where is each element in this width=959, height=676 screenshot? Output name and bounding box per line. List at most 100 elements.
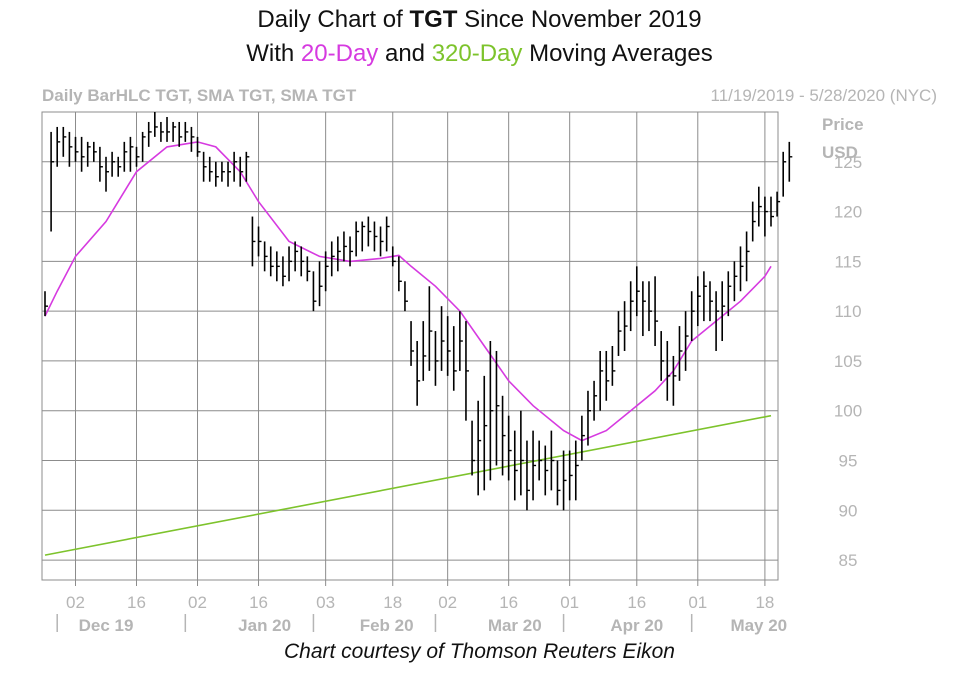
y-tick-label: 125 (834, 153, 862, 172)
price-bar (355, 221, 360, 257)
price-bar (74, 136, 79, 162)
price-bar (294, 241, 299, 272)
price-bar (477, 400, 482, 496)
price-bar (654, 276, 659, 346)
price-bar (373, 221, 378, 252)
x-tick-label: 16 (127, 593, 146, 612)
price-bar (727, 271, 732, 317)
x-tick-label: 01 (560, 593, 579, 612)
price-bar (684, 311, 689, 371)
price-bar (208, 156, 213, 182)
price-bar (80, 136, 85, 172)
price-bar (178, 121, 183, 147)
price-bar (422, 321, 427, 381)
price-bar (282, 256, 286, 287)
price-bar (160, 121, 164, 142)
price-bar (501, 395, 506, 476)
x-tick-label: 18 (383, 593, 402, 612)
ma320-line (44, 414, 772, 556)
price-bar (471, 420, 476, 476)
currency-axis-label: USD (822, 143, 858, 162)
price-bar (410, 321, 415, 366)
price-bar (733, 261, 738, 302)
price-bar (367, 216, 372, 247)
chart-credit: Chart courtesy of Thomson Reuters Eikon (283, 640, 675, 663)
price-bar (568, 450, 573, 501)
month-label: May 20 (730, 616, 787, 635)
price-bar (172, 121, 177, 142)
month-label: Jan 20 (238, 616, 291, 635)
price-bar (452, 326, 457, 391)
x-tick-label: 02 (438, 593, 457, 612)
price-bar (770, 196, 774, 227)
x-tick-label: 16 (249, 593, 268, 612)
price-bar (324, 251, 329, 292)
price-bar (251, 216, 256, 267)
price-bar (105, 156, 110, 192)
y-tick-label: 90 (839, 501, 858, 520)
price-bar (721, 281, 726, 342)
price-bar (337, 236, 341, 272)
price-bar (672, 355, 677, 406)
y-tick-label: 100 (834, 402, 862, 421)
price-bar (544, 445, 549, 496)
price-bar (154, 112, 158, 137)
price-bar (434, 331, 439, 386)
price-bar (599, 350, 604, 411)
price-bar (404, 281, 408, 312)
month-label: Apr 20 (610, 616, 663, 635)
y-tick-label: 95 (839, 452, 858, 471)
price-bar (764, 196, 768, 237)
price-bar (263, 241, 268, 272)
price-bar (288, 246, 293, 282)
price-bar (343, 231, 347, 262)
x-tick-label: 03 (316, 593, 335, 612)
price-bar (751, 201, 756, 242)
x-tick-label: 01 (688, 593, 707, 612)
month-label: Dec 19 (79, 616, 134, 635)
price-bar (465, 321, 469, 421)
price-bar (215, 161, 219, 187)
price-bar (123, 141, 128, 172)
price-bar (44, 291, 48, 317)
price-bar (269, 246, 274, 277)
price-bar (398, 256, 402, 292)
price-bar (68, 131, 73, 167)
price-bar (245, 151, 250, 182)
price-bar (86, 141, 91, 167)
price-bar (776, 191, 781, 217)
price-bar (574, 440, 579, 501)
price-bar (117, 156, 122, 177)
price-bar (318, 261, 323, 307)
price-bar (385, 216, 390, 252)
ma20-title-label: 20-Day (300, 40, 379, 67)
price-bar (709, 281, 713, 322)
price-bar (483, 375, 488, 491)
price-bar (312, 271, 317, 312)
price-bar (233, 151, 238, 182)
price-bar (184, 121, 189, 142)
price-bar (587, 390, 591, 446)
price-bar (623, 301, 628, 351)
price-bar (330, 241, 335, 277)
price-bar (129, 136, 134, 172)
chart-date-range: 11/19/2019 - 5/28/2020 (NYC) (710, 86, 938, 105)
price-bar (617, 311, 622, 356)
price-bar (538, 440, 543, 481)
x-tick-label: 16 (627, 593, 646, 612)
price-bar (605, 350, 610, 401)
price-axis-label: Price (822, 115, 864, 134)
price-bar (678, 326, 683, 381)
price-bar (391, 246, 396, 267)
chart-title-line-2: With 20-Day and 320-Day Moving Averages (246, 40, 713, 67)
month-label: Feb 20 (360, 616, 414, 635)
price-bar (202, 151, 207, 182)
price-bar (715, 291, 720, 351)
ma20-line (44, 141, 772, 442)
price-bar (611, 346, 616, 386)
y-tick-label: 115 (834, 252, 861, 271)
price-bar (257, 226, 262, 257)
price-bar (507, 415, 512, 481)
month-label: Mar 20 (488, 616, 542, 635)
